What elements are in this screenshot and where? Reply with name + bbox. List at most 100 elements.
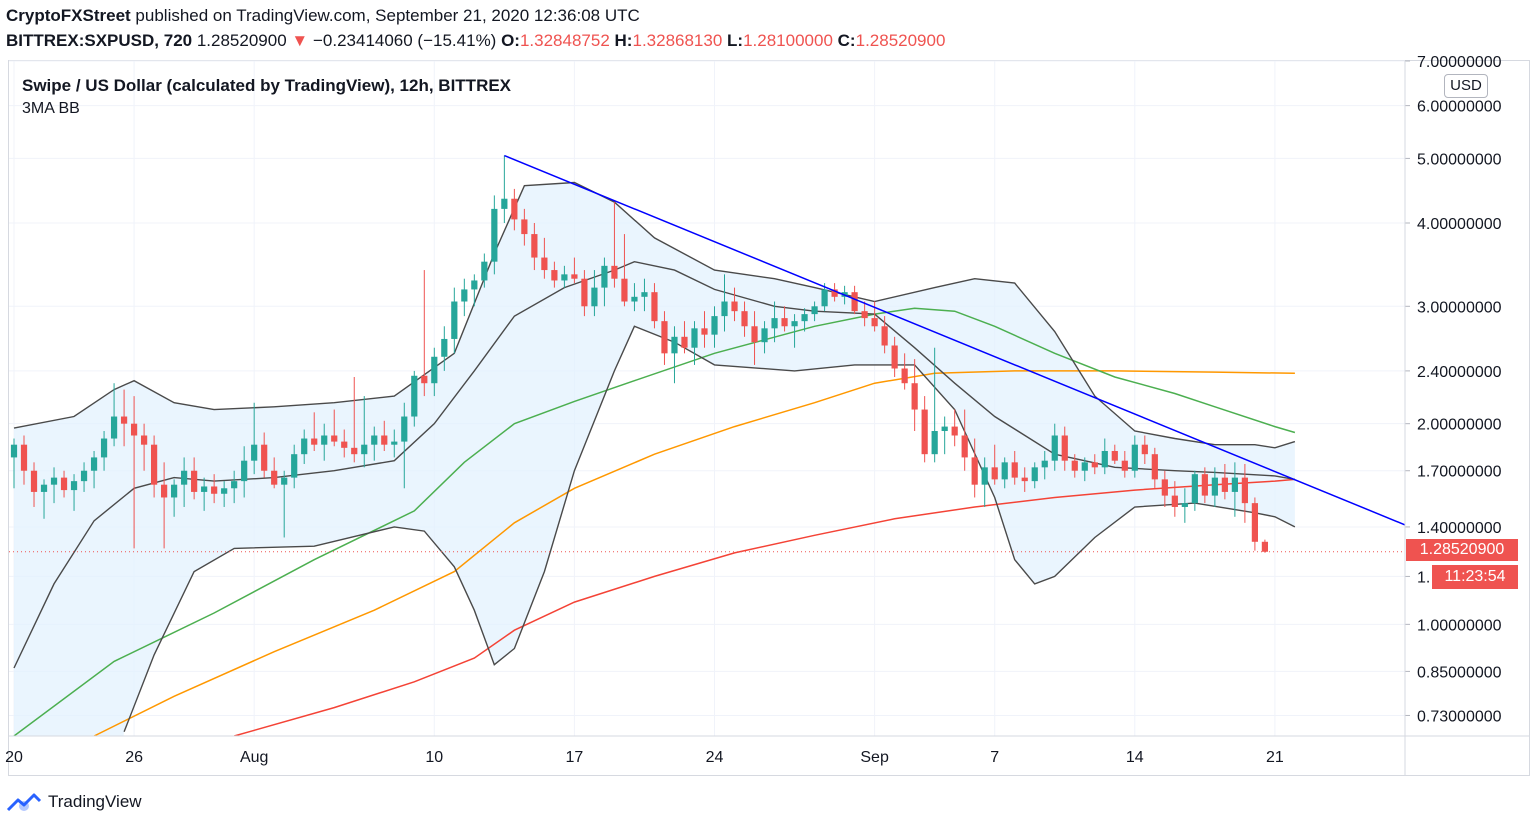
candle-body [321, 435, 328, 445]
candle-body [1041, 460, 1048, 468]
candle-body [80, 470, 88, 482]
ma-orange-line [93, 370, 1295, 736]
candle-body [161, 484, 168, 498]
candle-body [281, 477, 288, 485]
candle-body [151, 444, 158, 485]
tradingview-cloud-icon [6, 793, 42, 812]
x-tick-label: Sep [860, 749, 889, 766]
candle-body [581, 278, 588, 307]
y-tick-label: 7.00000000 [1417, 54, 1502, 71]
candle-body [931, 431, 938, 455]
candle-body [981, 467, 988, 485]
candle-body [70, 481, 78, 491]
candle-body [611, 265, 618, 279]
candle-body [911, 383, 918, 410]
candle-body [1111, 450, 1118, 461]
candle-body [481, 261, 488, 281]
candle-body [221, 488, 228, 494]
candle-body [1091, 462, 1098, 468]
candle-body [1221, 477, 1228, 492]
candle-body [291, 454, 298, 478]
x-tick-label: 7 [990, 749, 999, 766]
x-tick-label: 10 [425, 749, 443, 766]
candle-body [891, 345, 898, 369]
x-tick-label: Aug [240, 749, 268, 766]
candle-body [50, 477, 58, 485]
candle-body [411, 375, 418, 417]
tradingview-brand: TradingView [48, 792, 142, 811]
candle-body [1021, 477, 1028, 482]
candle-body [851, 292, 858, 312]
candle-body [651, 292, 658, 322]
candle-body [621, 278, 628, 302]
x-tick-label: 14 [1126, 749, 1144, 766]
candle-body [40, 484, 48, 492]
candle-body [771, 318, 778, 329]
high-label: H: [614, 31, 633, 50]
candle-body [1131, 444, 1138, 471]
candle-body [871, 318, 878, 327]
candle-body [120, 416, 128, 424]
candle-body [140, 435, 148, 445]
bollinger-fill-layer [14, 182, 1295, 736]
candle-body [711, 316, 718, 335]
candle-body [90, 457, 98, 471]
candle-body [1061, 435, 1068, 461]
candle-body [1121, 460, 1128, 471]
candle-body [201, 486, 208, 492]
tradingview-logo[interactable]: TradingView [6, 790, 142, 814]
candle-body [191, 470, 198, 492]
close-value: 1.28520900 [855, 31, 946, 50]
high-value: 1.32868130 [632, 31, 723, 50]
candle-body [801, 314, 808, 322]
x-tick-label: 24 [706, 749, 724, 766]
candle-body [521, 219, 528, 235]
candle-body [531, 234, 538, 258]
low-value: 1.28100000 [743, 31, 833, 50]
candle-body [20, 444, 28, 471]
y-tick-label: 1.70000000 [1417, 464, 1502, 481]
candle-body [641, 292, 648, 297]
candle-body [401, 416, 408, 442]
candle-body [60, 477, 68, 491]
candle-body [831, 289, 838, 297]
candle-body [1211, 477, 1218, 496]
axis-layer: 7.00000000 6.00000000 5.00000000 4.00000000… [5, 54, 1529, 775]
change-arrow-icon: ▼ [291, 31, 309, 50]
candle-body [391, 441, 398, 445]
x-tick-label: 26 [125, 749, 143, 766]
candle-body [681, 336, 688, 348]
candle-body [211, 486, 218, 494]
candle-body [561, 274, 568, 281]
candle-body [361, 444, 368, 455]
candle-body [951, 426, 958, 436]
candle-body [671, 336, 678, 354]
candle-body [631, 296, 638, 302]
candle-body [881, 326, 888, 346]
x-tick-label: 17 [566, 749, 584, 766]
bollinger-band-fill [14, 182, 1295, 736]
candle-body [991, 467, 998, 480]
y-tick-label: 4.00000000 [1417, 216, 1502, 233]
candle-body [691, 328, 698, 348]
candle-body [1071, 460, 1078, 471]
grid-layer [9, 60, 1405, 736]
author-name[interactable]: CryptoFXStreet [6, 6, 131, 25]
indicator-label[interactable]: 3MA BB [22, 100, 80, 117]
candle-body [1101, 450, 1108, 468]
candle-body [1161, 479, 1168, 496]
candle-body [501, 198, 508, 209]
candle-body [1191, 474, 1198, 504]
y-tick-label: 2.00000000 [1417, 417, 1502, 434]
candle-body [551, 270, 558, 281]
currency-badge[interactable]: USD [1444, 74, 1488, 98]
candle-body [311, 438, 318, 445]
candle-body [941, 426, 948, 432]
symbol-label: BITTREX:SXPUSD, 720 [6, 31, 193, 50]
candle-body [1261, 541, 1269, 552]
x-tick-label: 20 [5, 749, 23, 766]
candle-body [1081, 462, 1088, 471]
candle-body [601, 265, 608, 288]
candle-body [1151, 454, 1158, 480]
